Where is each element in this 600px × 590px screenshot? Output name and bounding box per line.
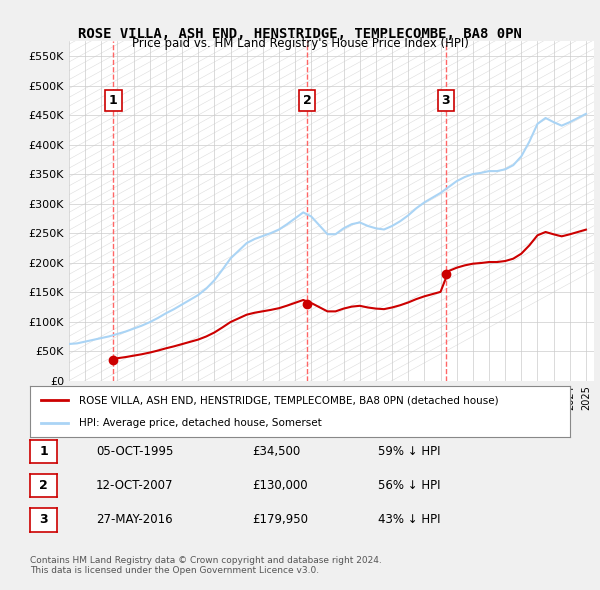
Text: £130,000: £130,000	[252, 479, 308, 492]
Text: 43% ↓ HPI: 43% ↓ HPI	[378, 513, 440, 526]
Text: 2: 2	[39, 479, 48, 492]
Text: Contains HM Land Registry data © Crown copyright and database right 2024.
This d: Contains HM Land Registry data © Crown c…	[30, 556, 382, 575]
Text: HPI: Average price, detached house, Somerset: HPI: Average price, detached house, Some…	[79, 418, 322, 428]
Text: 12-OCT-2007: 12-OCT-2007	[96, 479, 173, 492]
Text: 56% ↓ HPI: 56% ↓ HPI	[378, 479, 440, 492]
Text: 27-MAY-2016: 27-MAY-2016	[96, 513, 173, 526]
Text: Price paid vs. HM Land Registry's House Price Index (HPI): Price paid vs. HM Land Registry's House …	[131, 37, 469, 50]
Text: 3: 3	[39, 513, 48, 526]
Text: 59% ↓ HPI: 59% ↓ HPI	[378, 445, 440, 458]
Text: 2: 2	[303, 94, 311, 107]
Text: 3: 3	[442, 94, 450, 107]
Text: £34,500: £34,500	[252, 445, 300, 458]
Text: ROSE VILLA, ASH END, HENSTRIDGE, TEMPLECOMBE, BA8 0PN: ROSE VILLA, ASH END, HENSTRIDGE, TEMPLEC…	[78, 27, 522, 41]
Text: £179,950: £179,950	[252, 513, 308, 526]
Text: 1: 1	[109, 94, 118, 107]
Text: 05-OCT-1995: 05-OCT-1995	[96, 445, 173, 458]
Text: ROSE VILLA, ASH END, HENSTRIDGE, TEMPLECOMBE, BA8 0PN (detached house): ROSE VILLA, ASH END, HENSTRIDGE, TEMPLEC…	[79, 395, 498, 405]
Text: 1: 1	[39, 445, 48, 458]
